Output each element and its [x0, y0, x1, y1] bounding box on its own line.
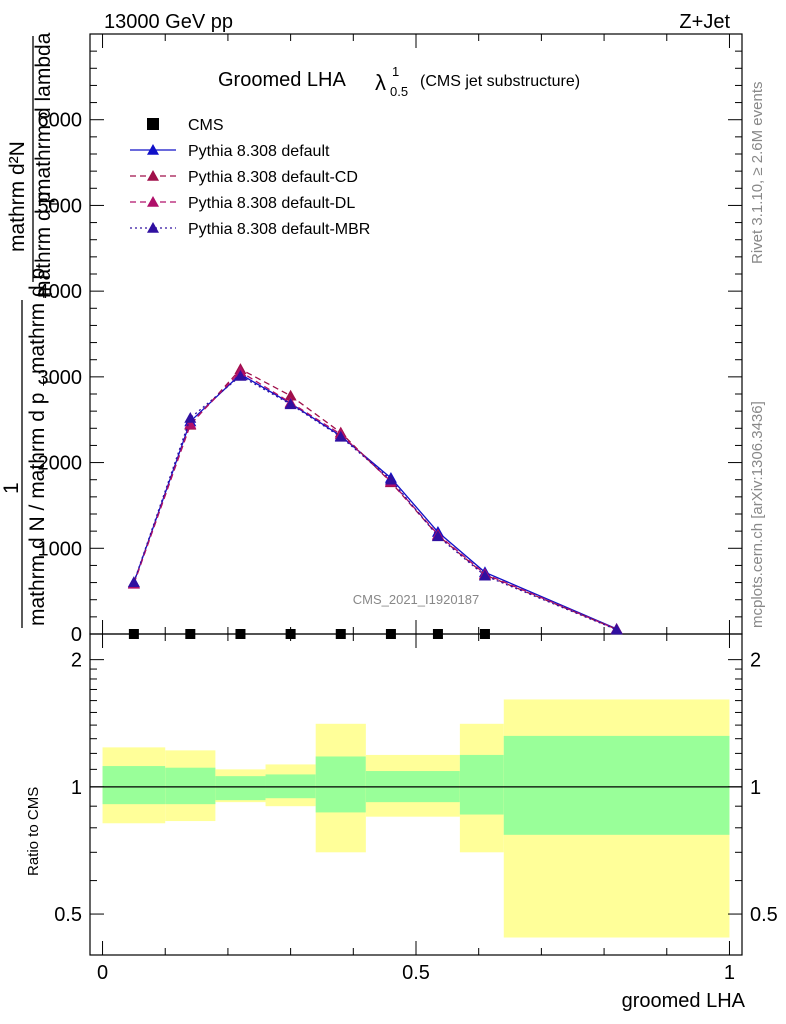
main-ytick-label: 0 — [71, 624, 82, 646]
cms-point — [385, 629, 396, 639]
main-ytick-label: 4000 — [38, 281, 83, 303]
legend-item-0: CMS — [147, 117, 224, 134]
series-point — [610, 623, 623, 635]
series-point — [431, 530, 444, 542]
legend-marker — [147, 196, 159, 207]
xlabel: groomed LHA — [622, 990, 746, 1012]
legend-label: Pythia 8.308 default — [188, 143, 330, 160]
ratio-ytick-label-right: 1 — [750, 777, 761, 799]
legend-item-4: Pythia 8.308 default-MBR — [130, 221, 370, 238]
series-line — [133, 373, 617, 630]
plot-title: Groomed LHA λ 1 0.5 (CMS jet substructur… — [218, 64, 580, 99]
title-note: (CMS jet substructure) — [420, 73, 580, 90]
ylabel-den2: mathrm d lambda — [32, 32, 55, 196]
title-main: Groomed LHA — [218, 69, 346, 91]
ratio-ytick-label-left: 2 — [71, 650, 82, 672]
ylabel-numerator: mathrm d²N — [6, 141, 29, 252]
title-symbol: λ — [375, 70, 386, 95]
legend-item-3: Pythia 8.308 default-DL — [130, 195, 355, 212]
rivet-version-label: Rivet 3.1.10, ≥ 2.6M events — [749, 82, 766, 265]
xtick-label: 0 — [97, 962, 108, 984]
title-sub: 0.5 — [390, 84, 408, 99]
main-ytick-label: 1000 — [38, 538, 83, 560]
legend-label: Pythia 8.308 default-CD — [188, 169, 358, 186]
legend-marker — [147, 144, 159, 155]
cms-point — [335, 629, 346, 639]
ylabel-low-a-sub: T — [40, 378, 55, 386]
header-left-label: 13000 GeV pp — [104, 11, 233, 33]
ylabel-den1-sub: T — [46, 200, 61, 208]
title-sup: 1 — [392, 64, 399, 79]
series-point — [284, 389, 297, 401]
main-ytick-label: 3000 — [38, 367, 83, 389]
ratio-band-green-2 — [215, 776, 266, 801]
ylabel-den1: mathrm d p — [32, 192, 55, 298]
series-point — [334, 430, 347, 442]
legend-marker — [147, 118, 159, 130]
cms-point — [185, 629, 196, 639]
ratio-band-green-1 — [165, 767, 216, 805]
ratio-axis: 0.5 0.5 1 1 2 2 0 0.5 1 — [54, 633, 778, 984]
ylabel-low-b-sub: T — [40, 290, 55, 298]
ratio-band-green-8 — [503, 735, 730, 835]
ratio-bands — [102, 699, 730, 938]
cms-point — [479, 629, 490, 639]
analysis-watermark: CMS_2021_I1920187 — [353, 592, 480, 607]
xtick-label: 1 — [724, 962, 735, 984]
series-point — [184, 412, 197, 423]
legend-label: Pythia 8.308 default-MBR — [188, 221, 370, 238]
ratio-ytick-label-left: 0.5 — [54, 904, 82, 926]
series-0 — [128, 629, 490, 639]
series-point — [478, 569, 491, 581]
main-ytick-label: 5000 — [38, 195, 83, 217]
legend-item-1: Pythia 8.308 default — [130, 143, 330, 160]
series-point — [284, 398, 297, 410]
ratio-band-green-4 — [315, 756, 366, 813]
main-ytick-label: 6000 — [38, 110, 83, 132]
legend-marker — [147, 222, 159, 233]
ratio-band-green-7 — [459, 754, 504, 815]
xtick-label: 0.5 — [402, 962, 430, 984]
ratio-ylabel: Ratio to CMS — [25, 787, 42, 876]
ratio-ytick-label-left: 1 — [71, 777, 82, 799]
header-right-label: Z+Jet — [679, 11, 730, 33]
series-point — [384, 473, 397, 485]
ratio-ytick-label-right: 2 — [750, 650, 761, 672]
legend: CMS Pythia 8.308 default Pythia 8.308 defa… — [130, 117, 370, 238]
series-layer — [127, 363, 623, 639]
main-ytick-label: 2000 — [38, 453, 83, 475]
main-ylabel: mathrm d²N mathrm d p T mathrm d lambda … — [0, 32, 61, 628]
ylabel-one: 1 — [0, 482, 23, 494]
cms-point — [128, 629, 139, 639]
mcplots-label: mcplots.cern.ch [arXiv:1306.3436] — [749, 401, 766, 628]
ylabel-low-b: mathrm d p — [26, 268, 49, 374]
series-point — [234, 370, 247, 381]
series-4 — [127, 370, 623, 635]
ratio-band-green-0 — [102, 766, 166, 805]
series-line — [133, 370, 617, 630]
ylabel-low-a: mathrm d N / mathrm d p — [26, 393, 49, 626]
legend-item-2: Pythia 8.308 default-CD — [130, 169, 358, 186]
legend-marker — [147, 170, 159, 181]
main-axis: 0 1000 2000 3000 4000 5000 6000 — [38, 33, 743, 646]
cms-point — [432, 629, 443, 639]
cms-point — [235, 629, 246, 639]
cms-point — [285, 629, 296, 639]
series-point — [127, 576, 140, 587]
series-point — [184, 418, 197, 429]
legend-label: CMS — [188, 117, 224, 134]
legend-label: Pythia 8.308 default-DL — [188, 195, 355, 212]
ratio-ytick-label-right: 0.5 — [750, 904, 778, 926]
